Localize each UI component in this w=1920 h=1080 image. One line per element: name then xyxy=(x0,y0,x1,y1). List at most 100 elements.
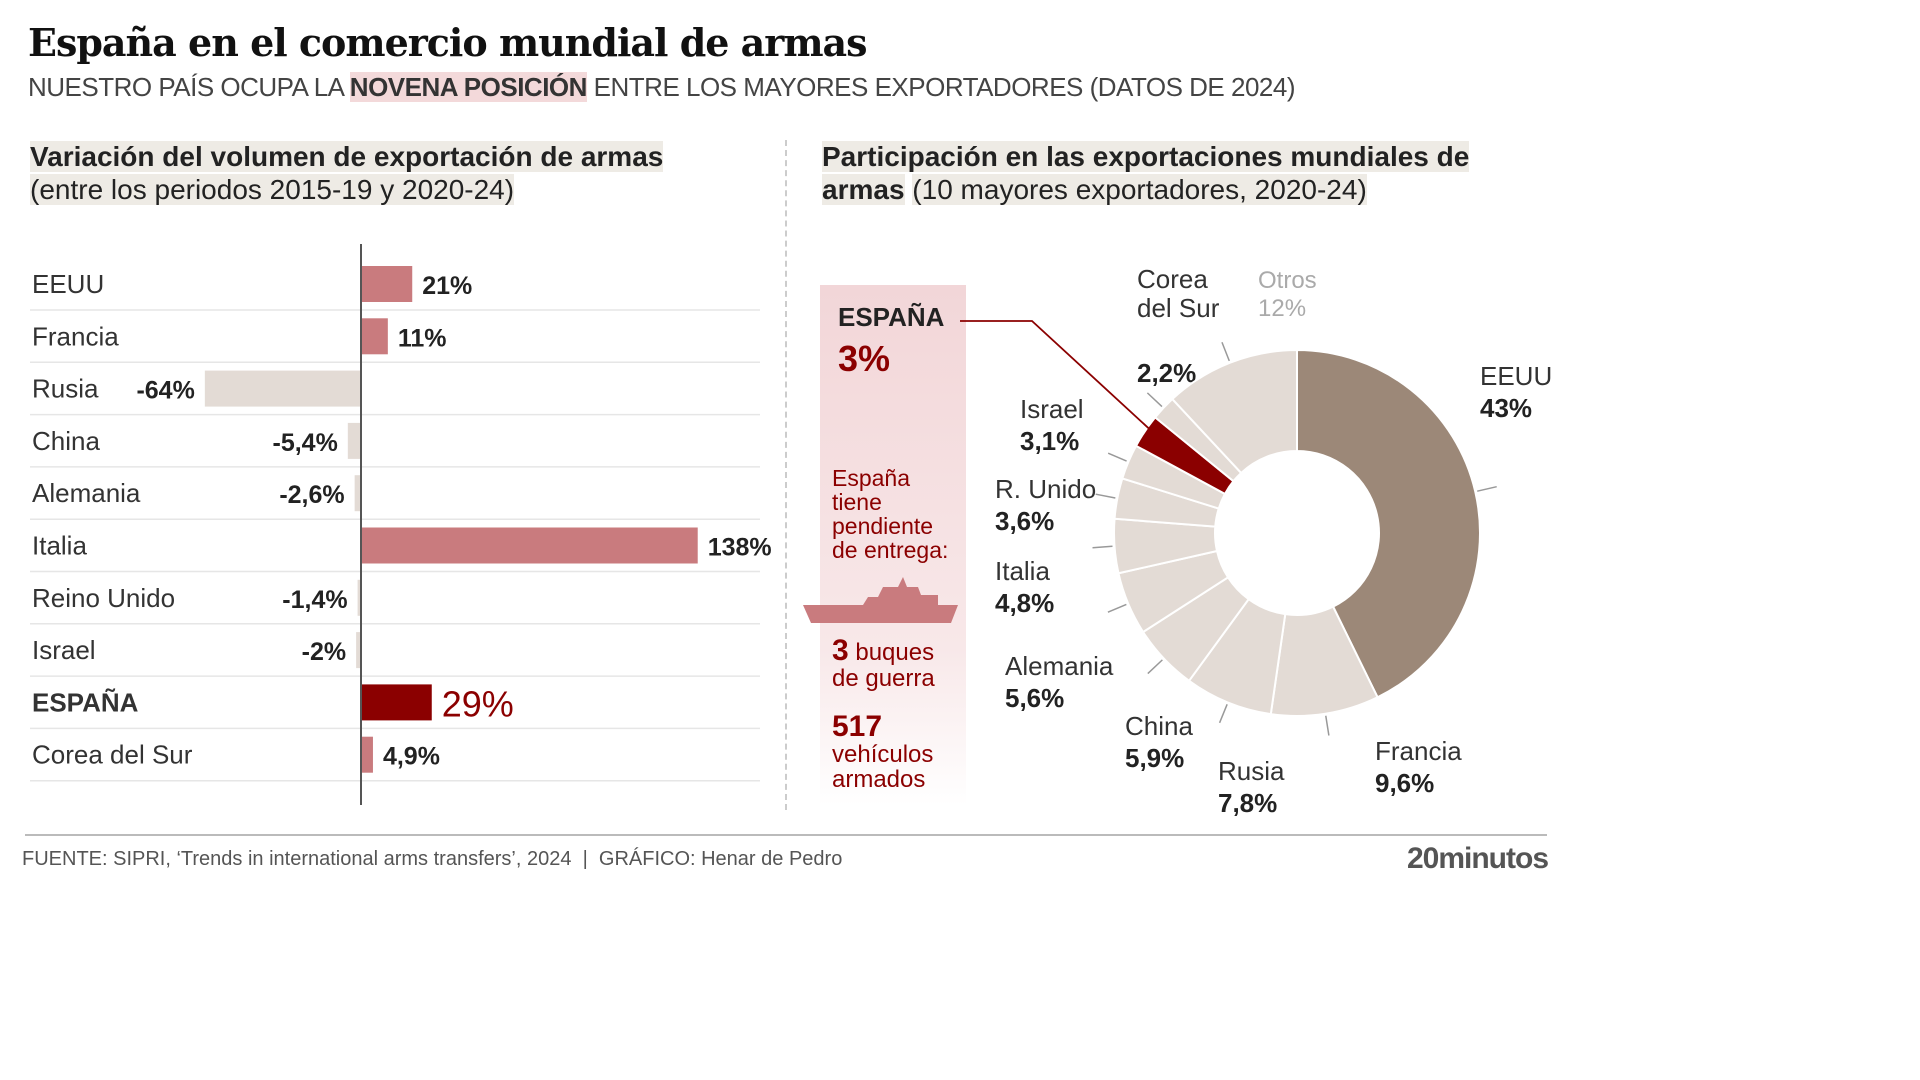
page-title: España en el comercio mundial de armas xyxy=(28,20,868,65)
slice-name: R. Unido xyxy=(995,474,1096,504)
leader-line xyxy=(1107,603,1127,613)
bar xyxy=(357,579,361,616)
bar-category-label: China xyxy=(32,426,100,456)
leader-line xyxy=(1221,341,1230,362)
slice-name: Corea xyxy=(1137,264,1208,294)
vehicles-label: vehículos armados xyxy=(832,741,934,793)
bar-category-label: Israel xyxy=(32,635,96,665)
bar-category-label: Francia xyxy=(32,321,119,351)
espana-panel xyxy=(820,285,966,805)
espana-leader-line xyxy=(960,320,1171,449)
footer-source: FUENTE: SIPRI, ‘Trends in international … xyxy=(22,848,843,870)
slice-value: 3,6% xyxy=(995,506,1054,536)
bar-value-label: -2% xyxy=(302,638,346,666)
leader-line xyxy=(1218,704,1228,724)
espana-share: 3% xyxy=(838,338,891,379)
bar-value-label: 11% xyxy=(398,324,447,352)
slice-name: del Sur xyxy=(1137,293,1220,323)
bar xyxy=(204,370,361,407)
bar-category-label: Reino Unido xyxy=(32,583,175,613)
leader-line xyxy=(1095,493,1116,499)
slice-name: EEUU xyxy=(1480,361,1552,391)
slice-value: 43% xyxy=(1480,393,1532,423)
bar-category-label: Rusia xyxy=(32,374,99,404)
pie-chart-heading: Participación en las exportaciones mundi… xyxy=(822,140,1482,206)
pie-chart-subtitle: (10 mayores exportadores, 2020-24) xyxy=(912,174,1367,205)
leader-line xyxy=(1477,485,1497,492)
bar-chart-subtitle: (entre los periodos 2015-19 y 2020-24) xyxy=(30,174,515,205)
bar-category-label: Alemania xyxy=(32,478,141,508)
slice-name: Francia xyxy=(1375,736,1462,766)
slice-name: Alemania xyxy=(1005,651,1114,681)
slice-value: 9,6% xyxy=(1375,768,1434,798)
slice-value: 12% xyxy=(1258,295,1306,322)
bar-chart-title: Variación del volumen de exportación de … xyxy=(30,141,664,172)
bar xyxy=(361,527,698,564)
bar-chart-heading: Variación del volumen de exportación de … xyxy=(30,140,664,206)
slice-value: 2,2% xyxy=(1137,358,1196,388)
subtitle: NUESTRO PAÍS OCUPA LA NOVENA POSICIÓN EN… xyxy=(28,72,1296,103)
slice-value: 3,1% xyxy=(1020,426,1079,456)
bar-category-label: EEUU xyxy=(32,269,104,299)
subtitle-text: NUESTRO PAÍS OCUPA LA xyxy=(28,72,350,102)
footer-divider xyxy=(25,834,1547,836)
leader-line xyxy=(1107,452,1127,462)
slice-name: Italia xyxy=(995,556,1050,586)
leader-line xyxy=(1147,659,1163,675)
bar xyxy=(361,266,413,302)
divider xyxy=(785,140,787,810)
bar-value-label: -1,4% xyxy=(282,586,347,614)
slice-value: 7,8% xyxy=(1218,788,1277,818)
espana-label: ESPAÑA xyxy=(838,302,945,332)
bar-category-label: Italia xyxy=(32,531,87,561)
slice-name: Rusia xyxy=(1218,756,1285,786)
bar xyxy=(354,475,361,512)
ships-label: buques de guerra xyxy=(832,639,935,692)
slice-value: 5,6% xyxy=(1005,683,1064,713)
bar-value-label: 29% xyxy=(442,683,514,724)
leader-line xyxy=(1146,392,1163,408)
slice-name: Israel xyxy=(1020,394,1084,424)
logo: 20minutos xyxy=(1406,842,1549,875)
bar-value-label: 138% xyxy=(708,534,772,562)
bar-value-label: -64% xyxy=(136,377,194,405)
leader-line xyxy=(1325,715,1330,736)
bar-value-label: 21% xyxy=(422,272,472,300)
slice-name: China xyxy=(1125,711,1193,741)
donut-slice xyxy=(1170,348,1298,475)
slice-value: 5,9% xyxy=(1125,743,1184,773)
bar xyxy=(347,422,361,459)
bar xyxy=(361,736,373,773)
bar-chart: EEUU 21% Francia 11% Rusia -64% China -5,4% Alem… xyxy=(30,244,772,805)
ships-count: 3 xyxy=(832,634,849,667)
leader-line xyxy=(1092,545,1113,549)
donut-chart: EEUU43%Francia9,6%Rusia7,8%China5,9%Alem… xyxy=(960,264,1552,818)
donut-slice xyxy=(1296,348,1481,699)
slice-name: Otros xyxy=(1258,267,1317,294)
subtitle-text: ENTRE LOS MAYORES EXPORTADORES (DATOS DE… xyxy=(586,72,1296,102)
pending-text: España tiene pendiente de entrega: xyxy=(832,465,949,563)
bar xyxy=(361,684,432,721)
bar xyxy=(361,318,388,355)
bar-category-label: Corea del Sur xyxy=(32,740,193,770)
bar xyxy=(356,632,361,669)
bar-value-label: -5,4% xyxy=(273,429,338,457)
warship-icon xyxy=(803,577,958,623)
subtitle-highlight: NOVENA POSICIÓN xyxy=(349,72,587,102)
ships-text: 3 buques de guerra xyxy=(832,636,962,692)
vehicles-count: 517 xyxy=(832,710,883,743)
slice-value: 4,8% xyxy=(995,588,1054,618)
bar-value-label: 4,9% xyxy=(383,743,440,771)
bar-category-label: ESPAÑA xyxy=(32,687,139,717)
bar-value-label: -2,6% xyxy=(279,481,344,509)
